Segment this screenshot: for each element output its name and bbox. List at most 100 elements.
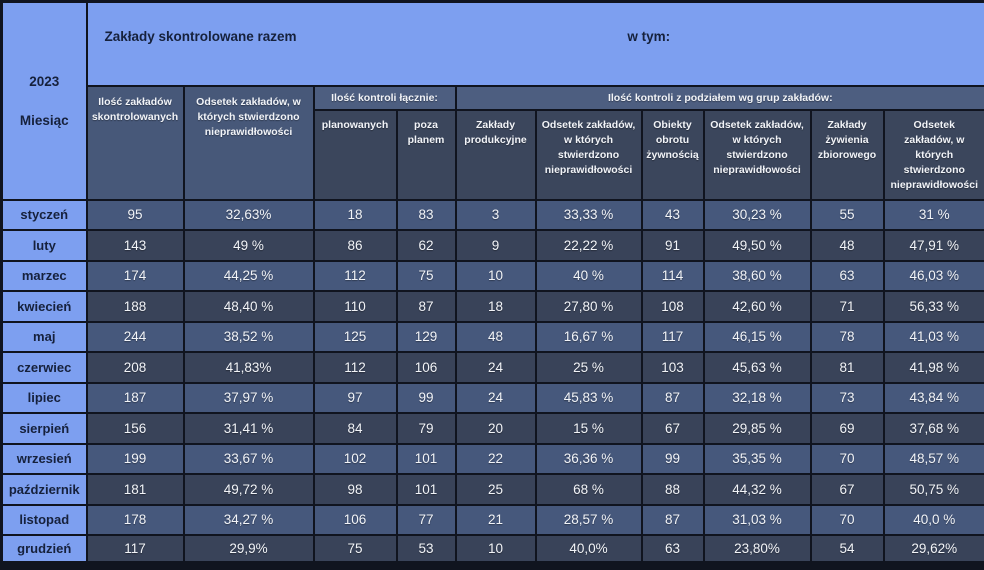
data-cell: 70 bbox=[809, 503, 885, 536]
data-cell: 34,27 % bbox=[182, 503, 315, 536]
data-cell: 41,03 % bbox=[882, 320, 984, 353]
data-cell: 18 bbox=[454, 290, 537, 323]
month-cell: lipiec bbox=[0, 381, 88, 414]
table-row: czerwiec 208 41,83% 112 106 24 25 % 103 45,63 % 8… bbox=[0, 351, 984, 384]
month-cell: sierpień bbox=[0, 412, 88, 445]
band-breakdown: w tym: bbox=[313, 0, 984, 87]
data-cell: 86 bbox=[312, 229, 398, 262]
data-cell: 40,0% bbox=[534, 534, 643, 567]
data-cell: 44,25 % bbox=[182, 259, 315, 292]
data-cell: 31,03 % bbox=[702, 503, 812, 536]
data-cell: 38,60 % bbox=[702, 259, 812, 292]
data-cell: 20 bbox=[454, 412, 537, 445]
data-cell: 41,98 % bbox=[882, 351, 984, 384]
month-cell: styczeń bbox=[0, 198, 88, 231]
data-cell: 117 bbox=[85, 534, 185, 567]
data-cell: 87 bbox=[395, 290, 457, 323]
data-cell: 15 % bbox=[534, 412, 643, 445]
table-row: grudzień 117 29,9% 75 53 10 40,0% 63 23,80% 54 29,… bbox=[0, 534, 984, 567]
month-column-label: Miesiąc bbox=[19, 112, 69, 128]
data-cell: 50,75 % bbox=[882, 473, 984, 506]
data-cell: 143 bbox=[85, 229, 185, 262]
data-cell: 199 bbox=[85, 442, 185, 475]
header-production: Zakłady produkcyjne bbox=[454, 108, 537, 201]
month-cell: listopad bbox=[0, 503, 88, 536]
data-cell: 97 bbox=[312, 381, 398, 414]
table-body: styczeń 95 32,63% 18 83 3 33,33 % 43 30,23 % 55 31… bbox=[0, 198, 984, 567]
data-cell: 188 bbox=[85, 290, 185, 323]
header-food-trade: Obiekty obrotu żywnością bbox=[640, 108, 705, 201]
data-cell: 36,36 % bbox=[534, 442, 643, 475]
data-cell: 9 bbox=[454, 229, 537, 262]
data-cell: 29,85 % bbox=[702, 412, 812, 445]
data-cell: 40,0 % bbox=[882, 503, 984, 536]
data-cell: 73 bbox=[809, 381, 885, 414]
data-cell: 174 bbox=[85, 259, 185, 292]
data-cell: 87 bbox=[640, 503, 705, 536]
data-cell: 106 bbox=[395, 351, 457, 384]
data-cell: 32,63% bbox=[182, 198, 315, 231]
data-cell: 62 bbox=[395, 229, 457, 262]
month-cell: maj bbox=[0, 320, 88, 353]
month-cell: grudzień bbox=[0, 534, 88, 567]
data-cell: 99 bbox=[395, 381, 457, 414]
table-row: październik 181 49,72 % 98 101 25 68 % 88 44,32 … bbox=[0, 473, 984, 506]
data-cell: 43 bbox=[640, 198, 705, 231]
data-cell: 112 bbox=[312, 351, 398, 384]
table-corner: 2023 Miesiąc bbox=[0, 0, 88, 201]
data-cell: 106 bbox=[312, 503, 398, 536]
header-production-pct: Odsetek zakładów, w których stwierdzono … bbox=[534, 108, 643, 201]
data-cell: 110 bbox=[312, 290, 398, 323]
data-cell: 67 bbox=[640, 412, 705, 445]
data-cell: 102 bbox=[312, 442, 398, 475]
data-cell: 25 % bbox=[534, 351, 643, 384]
data-cell: 47,91 % bbox=[882, 229, 984, 262]
data-cell: 77 bbox=[395, 503, 457, 536]
table-row: styczeń 95 32,63% 18 83 3 33,33 % 43 30,23 % 55 31… bbox=[0, 198, 984, 231]
data-cell: 32,18 % bbox=[702, 381, 812, 414]
data-cell: 75 bbox=[395, 259, 457, 292]
band-facilities-total: Zakłady skontrolowane razem bbox=[85, 0, 314, 87]
data-cell: 48 bbox=[809, 229, 885, 262]
data-cell: 81 bbox=[809, 351, 885, 384]
data-cell: 41,83% bbox=[182, 351, 315, 384]
data-cell: 46,15 % bbox=[702, 320, 812, 353]
table-row: luty 143 49 % 86 62 9 22,22 % 91 49,50 % 48 47,91 … bbox=[0, 229, 984, 262]
data-cell: 91 bbox=[640, 229, 705, 262]
data-cell: 69 bbox=[809, 412, 885, 445]
month-cell: czerwiec bbox=[0, 351, 88, 384]
data-cell: 38,52 % bbox=[182, 320, 315, 353]
data-cell: 10 bbox=[454, 534, 537, 567]
header-irregularities-pct: Odsetek zakładów, w których stwierdzono … bbox=[182, 84, 315, 201]
header-inspected-count: Ilość zakładów skontrolowanych bbox=[85, 84, 185, 201]
header-band-total-inspections: Ilość kontroli łącznie: bbox=[312, 84, 457, 111]
data-cell: 27,80 % bbox=[534, 290, 643, 323]
data-cell: 22,22 % bbox=[534, 229, 643, 262]
data-cell: 43,84 % bbox=[882, 381, 984, 414]
data-cell: 28,57 % bbox=[534, 503, 643, 536]
data-cell: 16,67 % bbox=[534, 320, 643, 353]
data-cell: 49 % bbox=[182, 229, 315, 262]
table-row: wrzesień 199 33,67 % 102 101 22 36,36 % 99 35,35… bbox=[0, 442, 984, 475]
table-row: marzec 174 44,25 % 112 75 10 40 % 114 38,60 % 63 4… bbox=[0, 259, 984, 292]
data-cell: 101 bbox=[395, 473, 457, 506]
data-cell: 33,67 % bbox=[182, 442, 315, 475]
data-cell: 98 bbox=[312, 473, 398, 506]
data-cell: 40 % bbox=[534, 259, 643, 292]
data-cell: 129 bbox=[395, 320, 457, 353]
data-cell: 23,80% bbox=[702, 534, 812, 567]
data-cell: 33,33 % bbox=[534, 198, 643, 231]
data-cell: 25 bbox=[454, 473, 537, 506]
data-cell: 49,50 % bbox=[702, 229, 812, 262]
data-cell: 79 bbox=[395, 412, 457, 445]
data-cell: 55 bbox=[809, 198, 885, 231]
data-cell: 48,40 % bbox=[182, 290, 315, 323]
data-cell: 156 bbox=[85, 412, 185, 445]
month-cell: wrzesień bbox=[0, 442, 88, 475]
month-cell: październik bbox=[0, 473, 88, 506]
data-cell: 178 bbox=[85, 503, 185, 536]
data-cell: 103 bbox=[640, 351, 705, 384]
data-cell: 187 bbox=[85, 381, 185, 414]
data-cell: 181 bbox=[85, 473, 185, 506]
data-cell: 10 bbox=[454, 259, 537, 292]
